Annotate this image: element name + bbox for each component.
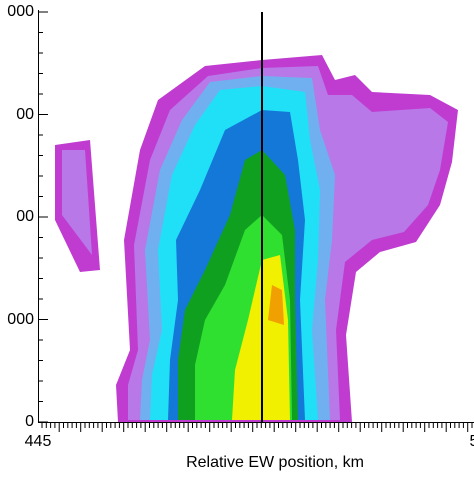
y-tick-label: 00: [16, 208, 34, 225]
y-tick-label: 00: [16, 106, 34, 123]
field-violet: [62, 150, 92, 255]
field-orange: [268, 285, 284, 325]
y-tick-label: 000: [7, 311, 34, 328]
x-tick-label: 445: [25, 433, 52, 450]
y-tick-label: 0: [25, 413, 34, 430]
axes: [38, 10, 474, 432]
x-axis-label: Relative EW position, km: [186, 454, 364, 471]
y-tick-label: 000: [7, 3, 34, 20]
radar-field: [55, 55, 458, 422]
x-tick-label: 5: [470, 433, 474, 450]
